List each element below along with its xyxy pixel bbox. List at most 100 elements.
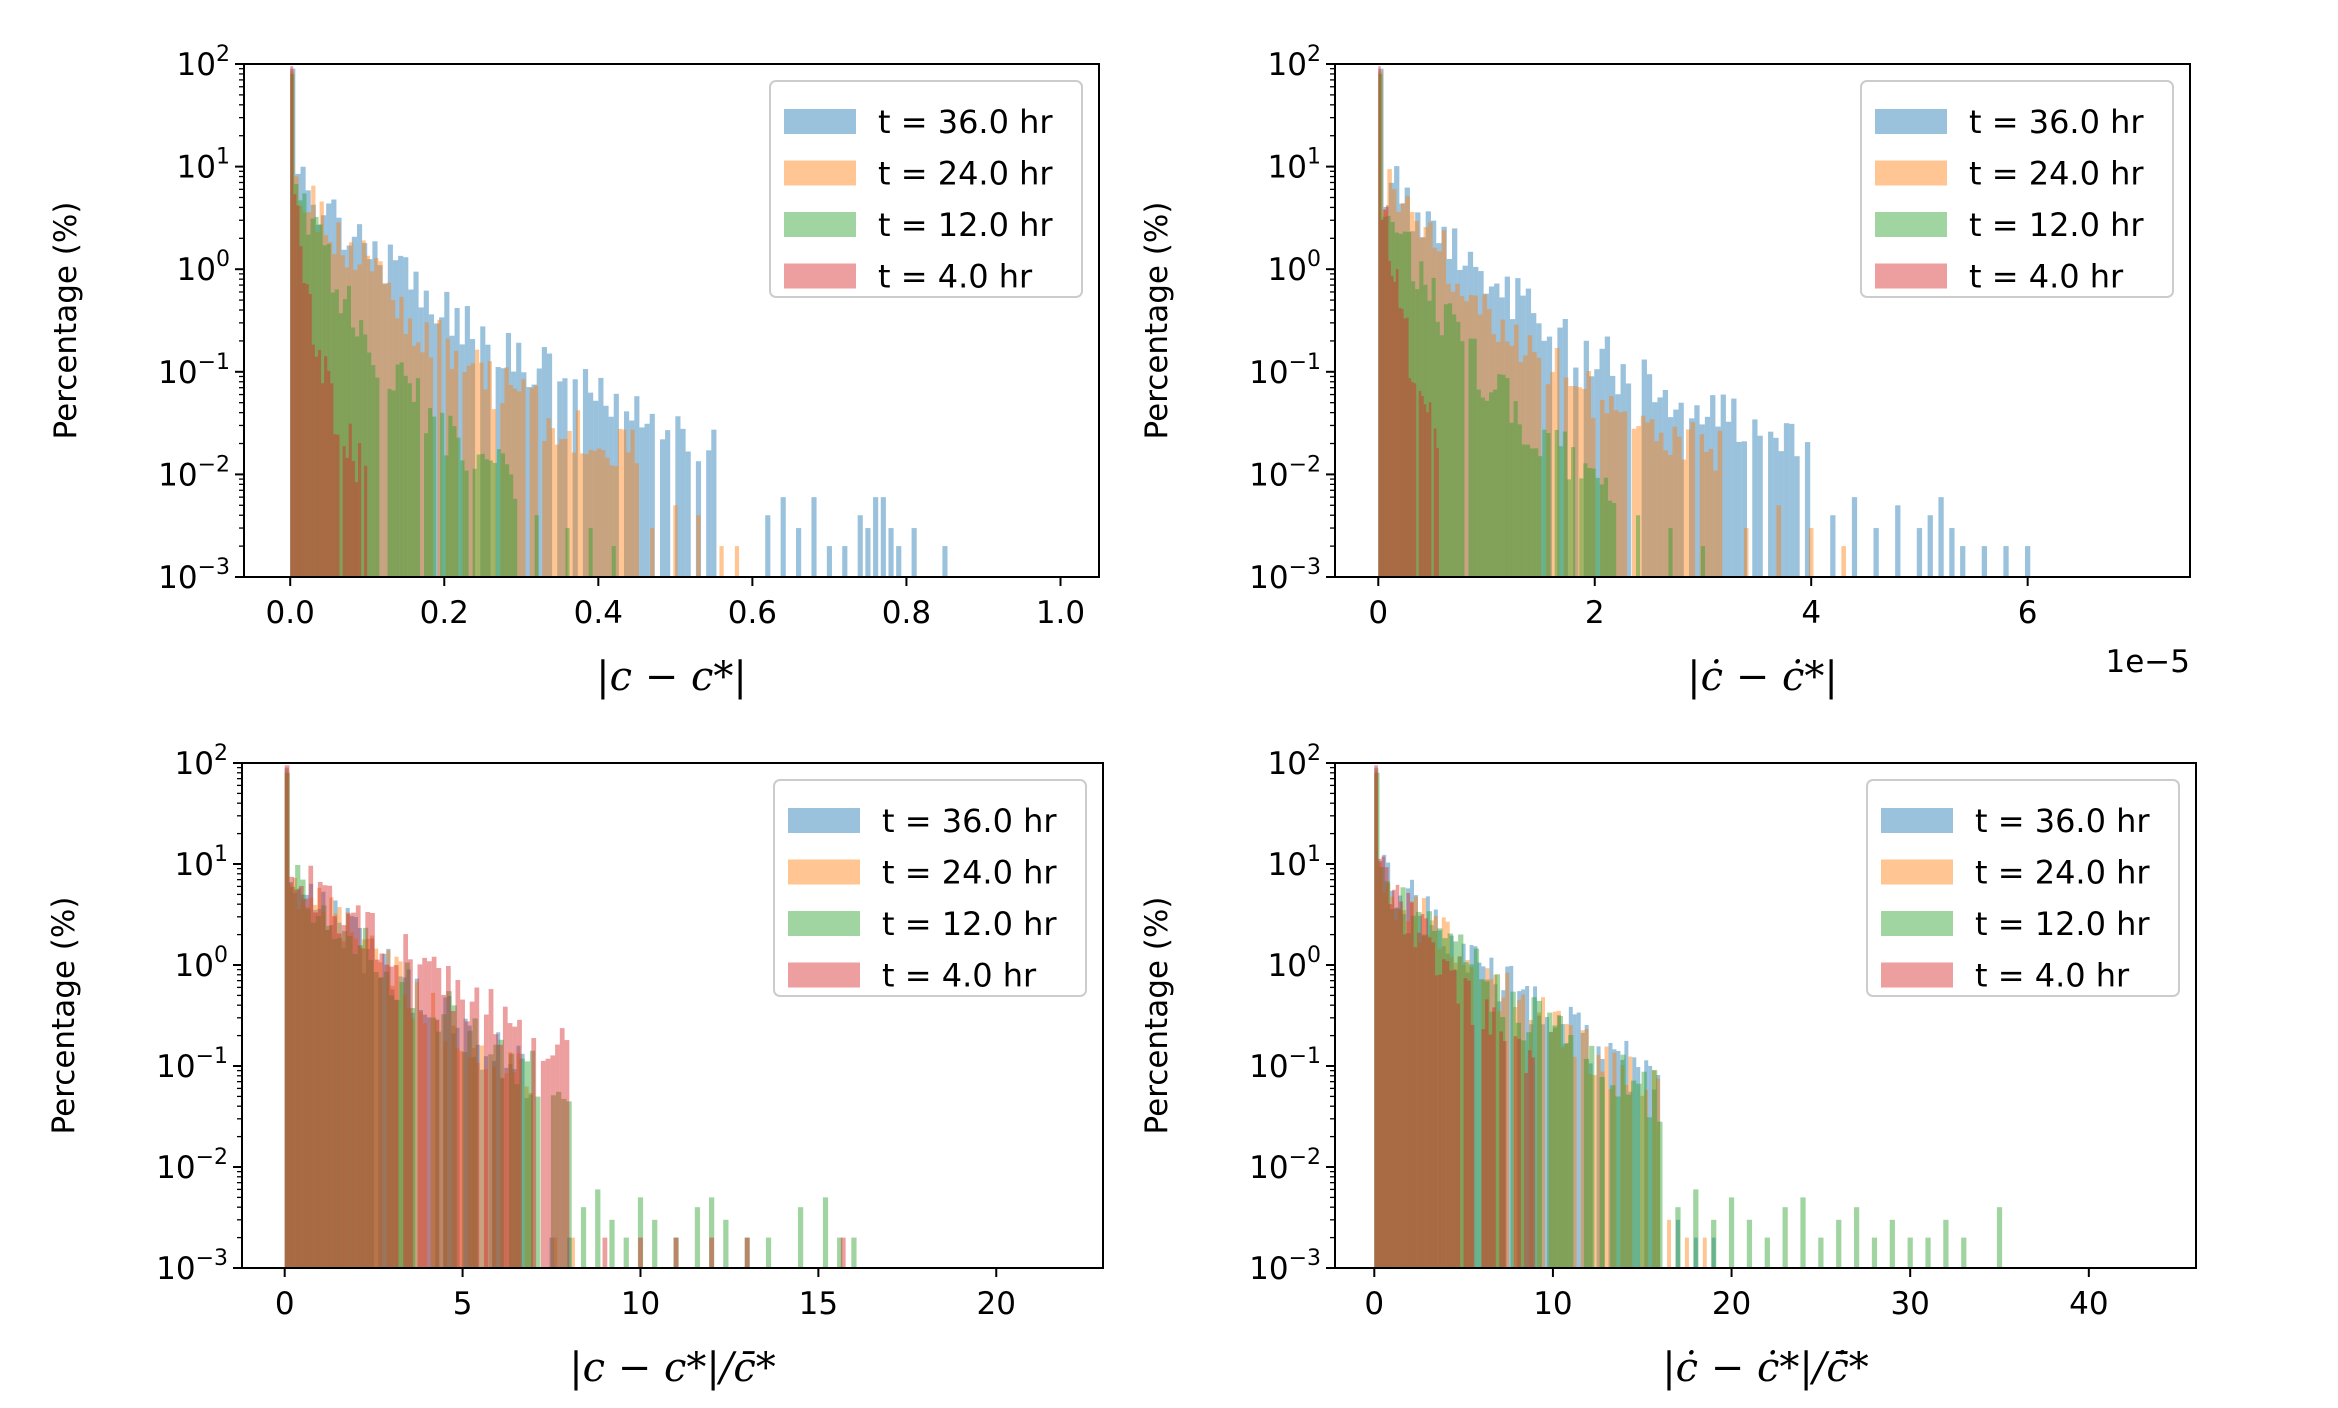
bar — [1398, 307, 1402, 577]
bar — [325, 930, 330, 1268]
bar — [1554, 429, 1559, 577]
bar — [1476, 389, 1481, 577]
bar — [336, 933, 342, 1268]
bar — [360, 948, 366, 1268]
bar — [409, 1008, 416, 1268]
bar-tail — [650, 528, 655, 577]
bar — [1411, 281, 1416, 577]
bar — [318, 224, 323, 577]
bar — [1425, 896, 1430, 1268]
bar-tail — [694, 1207, 701, 1268]
bar — [1517, 424, 1522, 577]
bar — [444, 455, 449, 577]
bar — [1457, 269, 1463, 577]
bar — [1525, 986, 1530, 1268]
bar — [467, 1030, 473, 1268]
bar — [359, 320, 364, 577]
bar-tail — [744, 1237, 750, 1268]
bar — [1473, 946, 1478, 1268]
bar — [1457, 956, 1462, 1268]
bar — [474, 987, 480, 1268]
bar — [321, 383, 325, 577]
bar — [630, 429, 635, 577]
bar — [592, 450, 597, 577]
bar — [452, 426, 457, 577]
bar — [512, 1069, 517, 1268]
bar — [460, 460, 465, 577]
bar — [332, 916, 337, 1268]
bar — [1713, 470, 1718, 577]
bar — [1580, 1030, 1585, 1268]
bar — [403, 257, 409, 577]
bar — [1604, 336, 1611, 577]
legend-label: t = 12.0 hr — [878, 206, 1053, 244]
bar — [1408, 378, 1412, 577]
bar — [435, 1019, 440, 1268]
bar — [447, 996, 452, 1268]
bar — [1485, 979, 1490, 1268]
bar — [572, 379, 578, 577]
bar — [298, 205, 303, 577]
bar — [1589, 1045, 1595, 1268]
bar — [290, 73, 295, 577]
bar — [1628, 1091, 1633, 1268]
bar — [1402, 934, 1407, 1268]
legend-label: t = 36.0 hr — [882, 802, 1057, 840]
bar — [309, 883, 314, 1268]
legend-label: t = 24.0 hr — [1969, 155, 2144, 193]
bar — [1624, 1084, 1629, 1268]
bar — [352, 953, 358, 1268]
bar — [1557, 1016, 1563, 1268]
bar-tail — [1943, 1219, 1949, 1268]
bar — [512, 1026, 518, 1268]
bar — [295, 865, 301, 1268]
bar — [466, 365, 471, 577]
bar — [1473, 295, 1478, 577]
bar-tail — [623, 1237, 629, 1268]
bar — [1495, 341, 1501, 577]
bar — [451, 1033, 456, 1268]
bar — [1400, 887, 1406, 1268]
bar — [1429, 925, 1434, 1268]
bar — [387, 244, 393, 577]
bar — [479, 362, 484, 577]
bar — [374, 959, 380, 1268]
bar — [496, 449, 502, 577]
bar — [1690, 422, 1696, 577]
bar — [1489, 979, 1494, 1268]
bar — [1610, 1085, 1616, 1268]
bar — [328, 242, 333, 577]
bar — [1431, 277, 1436, 577]
bar — [370, 913, 375, 1268]
bar-tail — [840, 1237, 846, 1268]
bar — [1452, 969, 1457, 1268]
bar — [1432, 247, 1438, 577]
bar — [454, 307, 460, 577]
bar — [313, 904, 318, 1268]
bar-tail — [1981, 546, 1987, 577]
bar — [1541, 1024, 1545, 1268]
bar — [1537, 1012, 1542, 1268]
bar-tail — [1782, 1207, 1788, 1268]
bar — [445, 966, 451, 1268]
bar — [665, 430, 671, 577]
bar — [1469, 945, 1474, 1268]
y-tick-label: 101 — [1268, 842, 1321, 883]
bar — [1641, 359, 1647, 577]
bar — [341, 249, 347, 577]
bar — [423, 290, 429, 577]
bar — [375, 377, 380, 577]
bar — [292, 893, 297, 1268]
bar — [441, 1014, 447, 1268]
bar — [1641, 1071, 1647, 1268]
bar — [1636, 1067, 1641, 1268]
legend-label: t = 36.0 hr — [1975, 802, 2150, 840]
bar — [398, 976, 403, 1268]
bar — [1421, 934, 1427, 1268]
bar-tail — [744, 1237, 750, 1268]
legend-c: t = 36.0 hr t = 24.0 hr t = 12.0 hr t = 4.0… — [773, 779, 1087, 997]
bar — [358, 443, 362, 577]
bar — [1418, 391, 1422, 577]
bar — [361, 973, 367, 1268]
bar — [1741, 441, 1747, 577]
